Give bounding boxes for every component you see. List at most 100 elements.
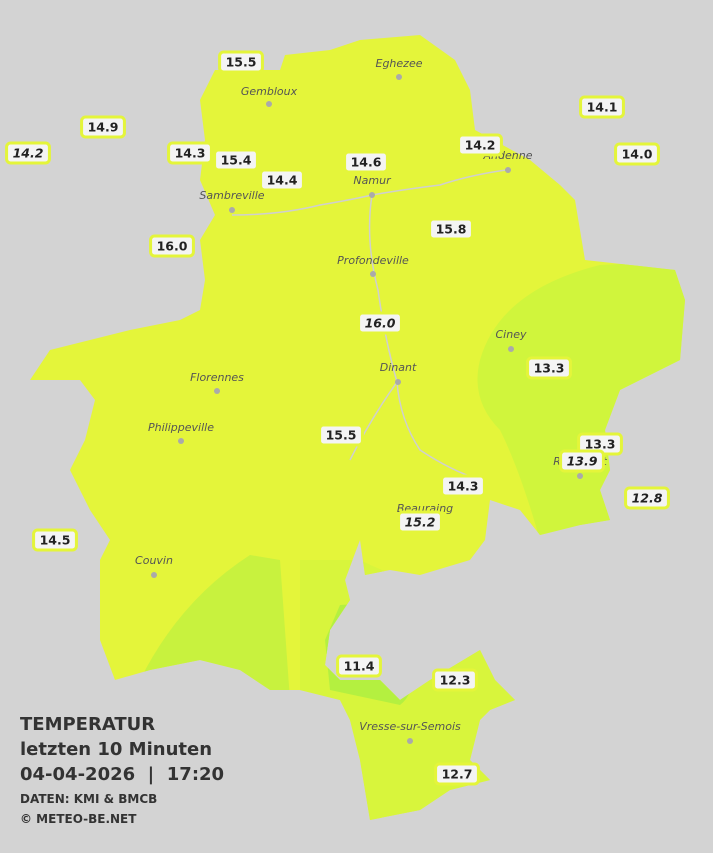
station: 14.1 xyxy=(579,95,625,119)
legend-copyright: © METEO-BE.NET xyxy=(20,812,137,826)
station-temp: 15.5 xyxy=(226,55,257,70)
station-box xyxy=(167,141,213,165)
station: 14.2 xyxy=(5,141,51,165)
station-box xyxy=(457,133,503,157)
station: 14.3 xyxy=(167,141,213,165)
station-temp: 14.6 xyxy=(351,155,382,170)
station-temp: 15.5 xyxy=(326,428,357,443)
station-temp: 15.4 xyxy=(221,153,252,168)
station: 14.5 xyxy=(32,528,78,552)
station-temp: 14.4 xyxy=(267,173,298,188)
station-temp: 16.0 xyxy=(157,239,188,254)
place-dot xyxy=(577,473,583,479)
station-box xyxy=(440,474,486,498)
place-dot xyxy=(229,207,235,213)
place-dot xyxy=(151,572,157,578)
station: 11.4 xyxy=(336,654,382,678)
legend-title: TEMPERATUR xyxy=(20,714,155,735)
place-name: Philippeville xyxy=(148,421,214,434)
station-temp: 14.2 xyxy=(13,146,44,161)
station: 12.7 xyxy=(434,762,480,786)
station-box xyxy=(397,510,443,534)
station: 15.4 xyxy=(213,148,259,172)
station-temp: 13.9 xyxy=(567,454,598,469)
station-temp: 15.8 xyxy=(436,222,467,237)
station: 12.3 xyxy=(432,668,478,692)
station-box xyxy=(5,141,51,165)
place-name: Namur xyxy=(353,174,392,187)
station: 15.5 xyxy=(318,423,364,447)
station-temp: 12.7 xyxy=(442,767,473,782)
station-box xyxy=(343,150,389,174)
station: 14.0 xyxy=(614,142,660,166)
place-dot xyxy=(266,101,272,107)
place-dot xyxy=(407,738,413,744)
station-box xyxy=(80,115,126,139)
place-dot xyxy=(505,167,511,173)
station-temp: 13.3 xyxy=(534,361,565,376)
station-box xyxy=(428,217,474,241)
station-box xyxy=(434,762,480,786)
station-box xyxy=(579,95,625,119)
place-dot xyxy=(396,74,402,80)
station: 16.0 xyxy=(149,234,195,258)
station: 15.5 xyxy=(218,50,264,74)
place-dot xyxy=(369,192,375,198)
couvin-zone xyxy=(140,555,290,700)
station: 14.4 xyxy=(259,168,305,192)
station-temp: 14.0 xyxy=(622,147,653,162)
place-name: Dinant xyxy=(380,361,417,374)
legend: TEMPERATUR letzten 10 Minuten 04-04-2026… xyxy=(20,714,224,826)
station-box xyxy=(259,168,305,192)
station-temp: 14.9 xyxy=(88,120,119,135)
station-box xyxy=(559,449,605,473)
station: 14.6 xyxy=(343,150,389,174)
station: 13.9 xyxy=(559,449,605,473)
station-temp: 13.3 xyxy=(585,437,616,452)
place-dot xyxy=(214,388,220,394)
south-zone xyxy=(300,560,560,820)
station-box xyxy=(149,234,195,258)
place-name: Eghezee xyxy=(376,57,423,70)
station: 14.2 xyxy=(457,133,503,157)
station-box xyxy=(526,356,572,380)
station: 12.8 xyxy=(624,486,670,510)
legend-source: DATEN: KMI & BMCB xyxy=(20,792,157,806)
station: 15.2 xyxy=(397,510,443,534)
place-dot xyxy=(178,438,184,444)
place-dot xyxy=(508,346,514,352)
station-temp: 15.2 xyxy=(405,515,436,530)
station-box xyxy=(614,142,660,166)
station-temp: 12.3 xyxy=(440,673,471,688)
legend-timestamp: 04-04-2026 | 17:20 xyxy=(20,764,224,785)
station-temp: 16.0 xyxy=(365,316,396,331)
station: 15.8 xyxy=(428,217,474,241)
station: 14.3 xyxy=(440,474,486,498)
place-name: Gembloux xyxy=(241,85,298,98)
station-temp: 12.8 xyxy=(632,491,663,506)
station-temp: 14.3 xyxy=(448,479,479,494)
station-temp: 14.1 xyxy=(587,100,618,115)
place-name: Profondeville xyxy=(337,254,409,267)
station-box xyxy=(432,668,478,692)
place-name: Florennes xyxy=(190,371,244,384)
place-name: Sambreville xyxy=(199,189,264,202)
station-temp: 11.4 xyxy=(344,659,375,674)
station-box xyxy=(624,486,670,510)
place-dot xyxy=(370,271,376,277)
station: 13.3 xyxy=(526,356,572,380)
station-box xyxy=(213,148,259,172)
station: 16.0 xyxy=(357,311,403,335)
legend-subtitle: letzten 10 Minuten xyxy=(20,739,212,760)
place-name: Ciney xyxy=(496,328,527,341)
stations: 15.5 14.9 14.2 14.3 15.4 14.4 14.6 14.2 14.1 14.0… xyxy=(5,50,670,786)
station-box xyxy=(336,654,382,678)
station: 13.3 xyxy=(577,432,623,456)
station-box xyxy=(357,311,403,335)
station-temp: 14.2 xyxy=(465,138,496,153)
station-temp: 14.3 xyxy=(175,146,206,161)
place-name: Couvin xyxy=(135,554,173,567)
station: 14.9 xyxy=(80,115,126,139)
